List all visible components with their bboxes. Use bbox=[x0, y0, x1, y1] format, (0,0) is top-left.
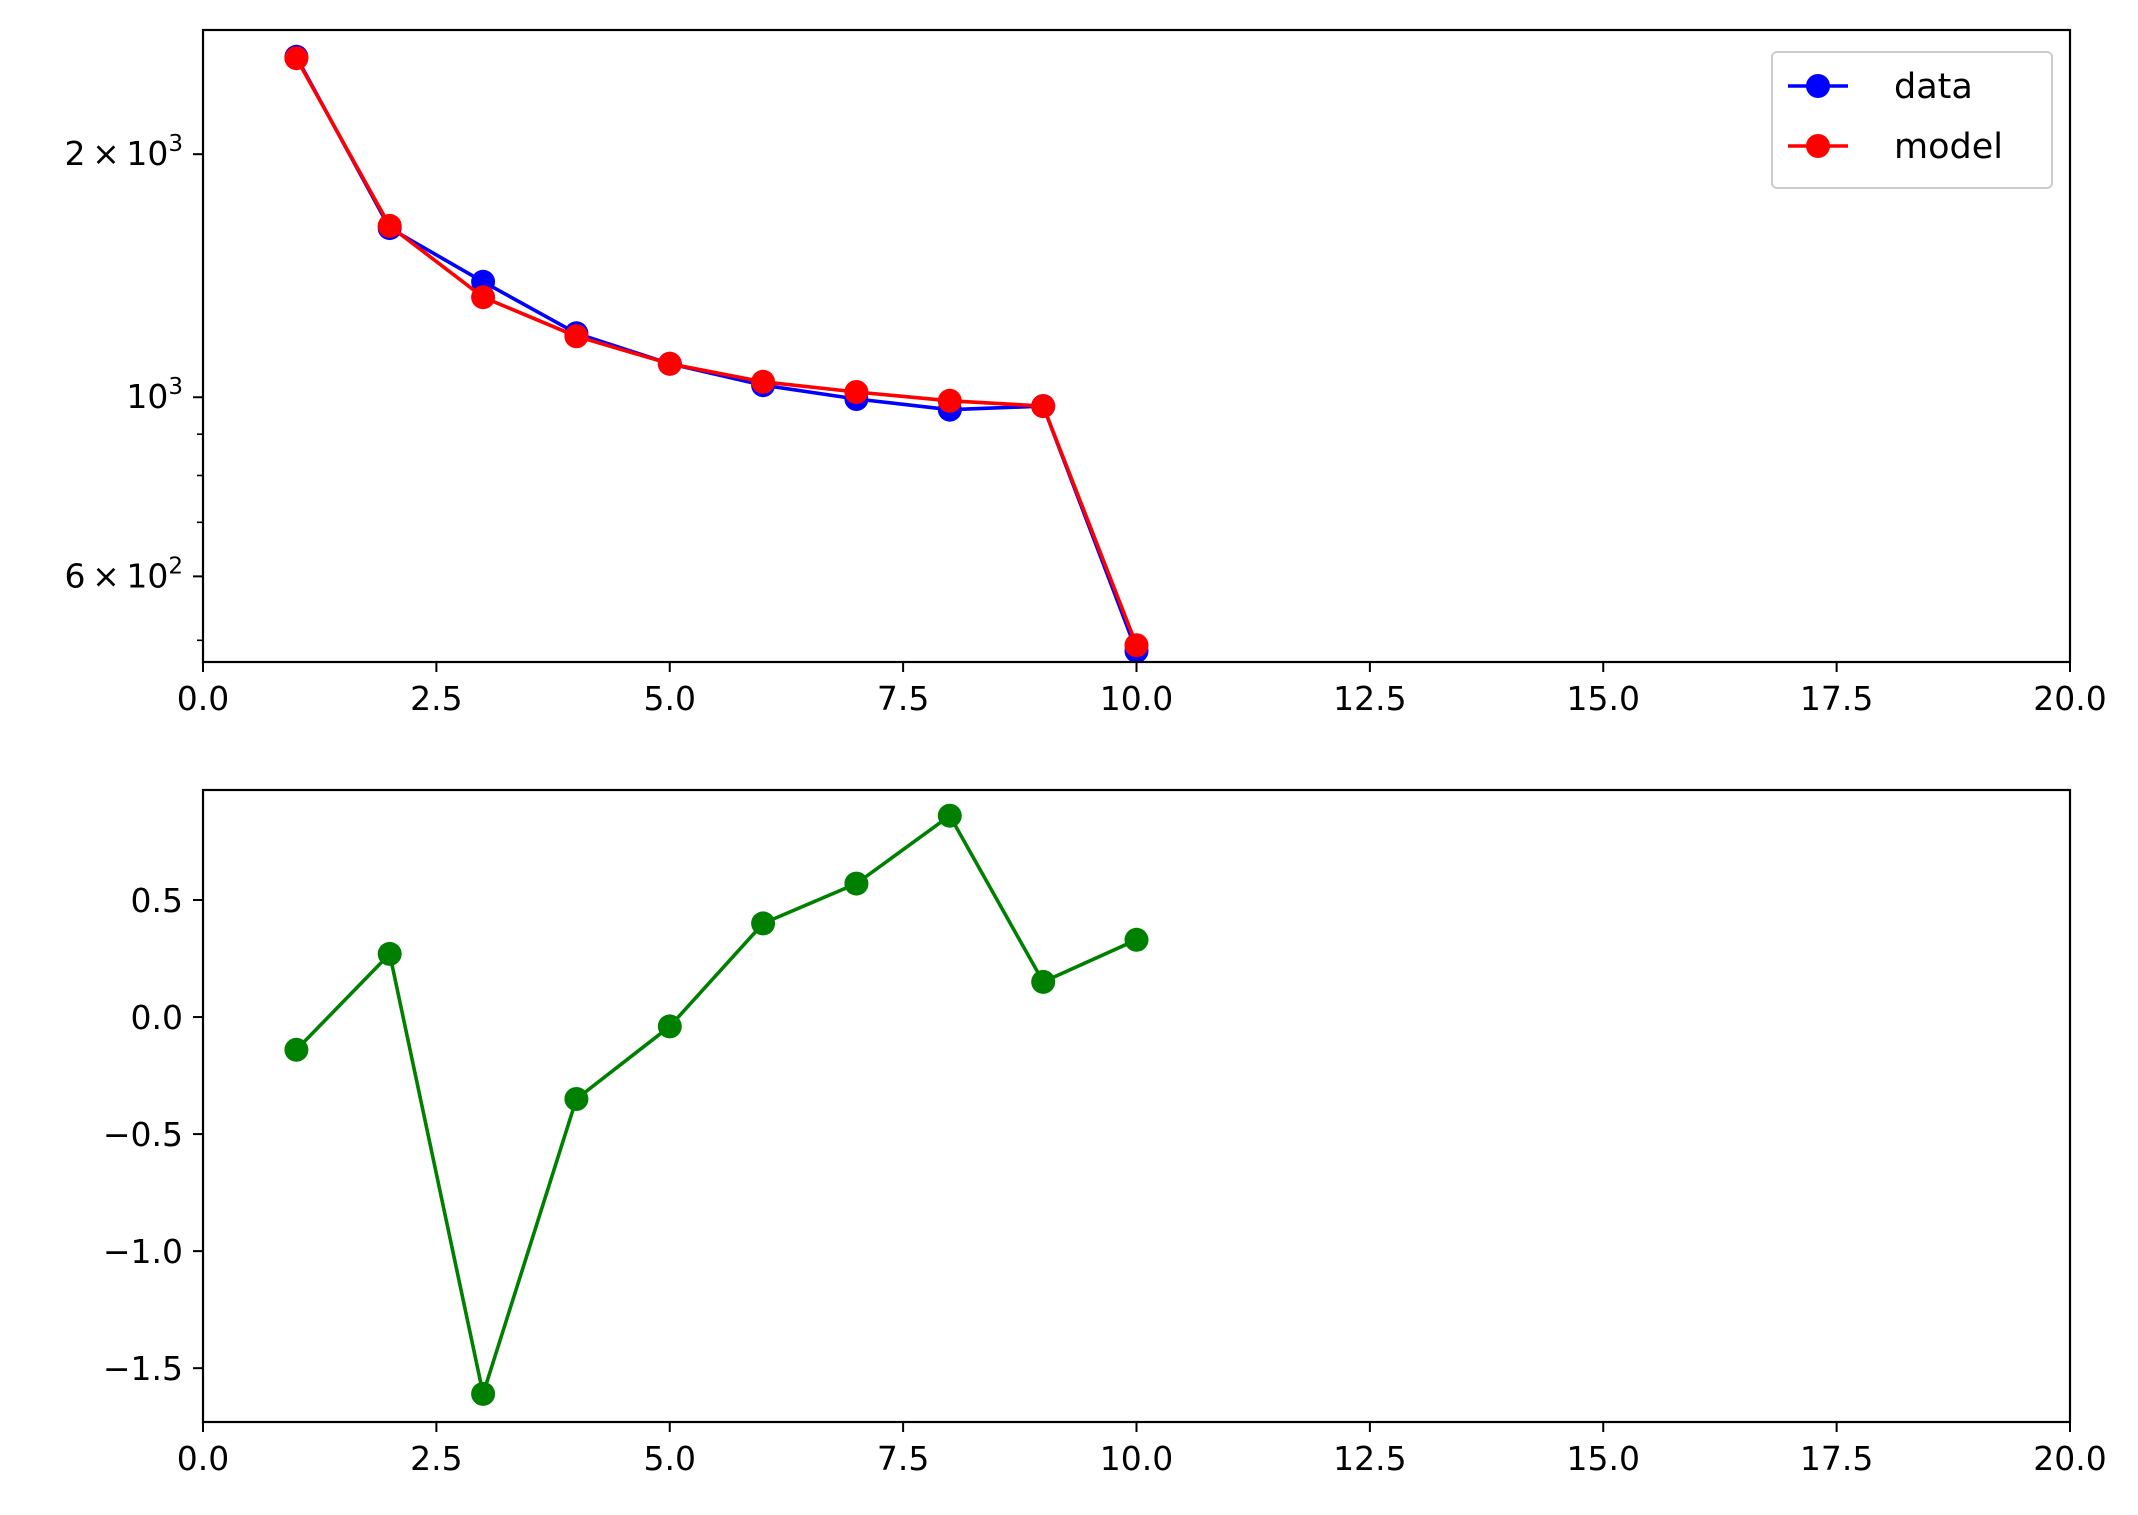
y-tick-label: 2 × 103 bbox=[65, 131, 183, 173]
y-tick-label: 103 bbox=[126, 374, 183, 416]
legend-data-label: data bbox=[1894, 67, 1973, 107]
series-0-line bbox=[295, 813, 1138, 1396]
x-tick-label: 7.5 bbox=[877, 679, 929, 718]
series-0-point bbox=[471, 1381, 496, 1406]
legend-model-label: model bbox=[1894, 127, 2003, 167]
series-0-point bbox=[377, 941, 402, 966]
series-0-point bbox=[751, 911, 776, 936]
x-tick-label: 0.0 bbox=[177, 1439, 229, 1478]
legend-data-marker bbox=[1806, 74, 1830, 98]
x-tick-label: 15.0 bbox=[1567, 679, 1640, 718]
x-tick-label: 17.5 bbox=[1800, 1439, 1873, 1478]
model-point bbox=[844, 380, 869, 404]
x-tick-label: 10.0 bbox=[1100, 1439, 1173, 1478]
model-line bbox=[294, 57, 1139, 646]
model-point bbox=[937, 388, 962, 413]
x-tick-label: 15.0 bbox=[1567, 1439, 1640, 1478]
y-tick-label: 6 × 102 bbox=[65, 553, 183, 595]
x-tick-label: 10.0 bbox=[1100, 679, 1173, 718]
model-point bbox=[1124, 633, 1149, 658]
x-tick-label: 2.5 bbox=[410, 1439, 462, 1478]
model-point bbox=[377, 213, 402, 238]
x-tick-label: 17.5 bbox=[1800, 679, 1873, 718]
y-tick-label: −0.5 bbox=[103, 1115, 183, 1154]
y-tick-label: −1.0 bbox=[103, 1232, 183, 1271]
series-0-point bbox=[1124, 927, 1149, 952]
x-tick-label: 12.5 bbox=[1333, 1439, 1406, 1478]
series-0-point bbox=[657, 1014, 682, 1039]
x-tick-label: 20.0 bbox=[2033, 1439, 2106, 1478]
y-tick-label: 0.0 bbox=[131, 998, 183, 1037]
legend-model-marker bbox=[1806, 134, 1830, 158]
model-point bbox=[1031, 394, 1056, 419]
x-tick-label: 5.0 bbox=[644, 679, 696, 718]
series-0-point bbox=[564, 1087, 589, 1111]
model-point bbox=[564, 324, 589, 349]
y-tick-label: −1.5 bbox=[103, 1349, 183, 1388]
y-tick-label: 0.5 bbox=[131, 881, 183, 920]
model-point bbox=[284, 46, 309, 71]
series-0-point bbox=[284, 1037, 309, 1062]
model-point bbox=[471, 285, 496, 310]
top-panel: 0.0 2.5 5.0 7.5 10.0 12.5 15.0 17.5 20.0 2 × 103 1… bbox=[65, 28, 2107, 718]
x-tick-label: 20.0 bbox=[2033, 679, 2106, 718]
series-0-point bbox=[937, 803, 962, 828]
x-tick-label: 0.0 bbox=[177, 679, 229, 718]
x-tick-label: 7.5 bbox=[877, 1439, 929, 1478]
x-tick-label: 5.0 bbox=[644, 1439, 696, 1478]
x-tick-label: 2.5 bbox=[410, 679, 462, 718]
model-point bbox=[657, 351, 682, 376]
model-point bbox=[751, 369, 776, 394]
bottom-panel: 0.0 2.5 5.0 7.5 10.0 12.5 15.0 17.5 20.0 0.5 0.0 −0… bbox=[103, 788, 2107, 1478]
series-0-point bbox=[844, 871, 869, 896]
series-0-point bbox=[1031, 969, 1056, 994]
x-tick-label: 12.5 bbox=[1333, 679, 1406, 718]
